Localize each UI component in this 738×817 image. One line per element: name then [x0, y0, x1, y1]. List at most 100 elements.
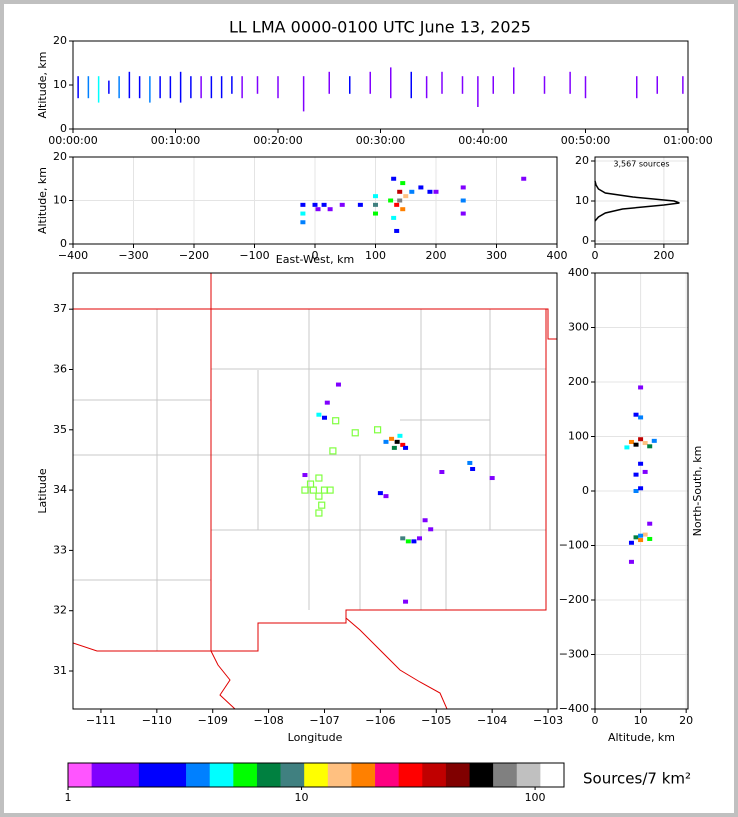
colorbar-segment: [375, 763, 399, 787]
x-tick-label: 01:00:00: [663, 134, 712, 147]
x-tick-label: −109: [198, 714, 228, 727]
source-point: [638, 385, 644, 390]
source-point: [460, 198, 466, 203]
y-tick-label: 35: [53, 423, 67, 436]
source-point: [628, 559, 634, 564]
colorbar-segment: [91, 763, 116, 787]
x-tick-label: −106: [365, 714, 395, 727]
colorbar-segment: [186, 763, 211, 787]
x-axis-label: Altitude, km: [608, 731, 675, 744]
source-point: [642, 441, 648, 446]
y-tick-label: −300: [559, 648, 589, 661]
source-point: [373, 194, 378, 199]
y-tick-label: 33: [53, 543, 67, 556]
source-stroke: [636, 76, 638, 99]
x-tick-label: 400: [547, 249, 568, 262]
x-tick-label: −200: [179, 249, 209, 262]
source-point: [624, 445, 630, 450]
source-point: [394, 228, 400, 233]
station: [315, 492, 323, 500]
x-tick-label: 00:00:00: [48, 134, 97, 147]
source-stroke: [441, 71, 443, 94]
plot-frame: [72, 156, 558, 245]
colorbar-segment: [445, 763, 470, 787]
station: [326, 486, 334, 494]
source-point: [397, 189, 403, 194]
source-stroke: [138, 76, 141, 99]
colorbar-frame: [67, 762, 565, 788]
source-stroke: [513, 67, 515, 94]
colorbar-segment: [469, 763, 494, 787]
y-tick-label: 34: [53, 483, 67, 496]
y-tick-label: 400: [568, 266, 589, 279]
source-point: [400, 207, 406, 212]
source-stroke: [190, 76, 192, 99]
source-point: [335, 382, 341, 387]
source-point: [391, 176, 397, 181]
x-tick-label: 200: [426, 249, 447, 262]
y-tick-label: 20: [53, 150, 67, 163]
x-tick-label: 200: [653, 249, 674, 262]
colorbar-segment: [398, 763, 423, 787]
y-tick-label: 0: [582, 234, 589, 247]
y-tick-label: −100: [559, 539, 589, 552]
y-tick-label: 0: [582, 484, 589, 497]
source-point: [400, 536, 406, 541]
source-point: [417, 536, 423, 541]
source-point: [633, 442, 639, 447]
source-point: [428, 527, 434, 532]
x-tick-label: −104: [477, 714, 507, 727]
annotation: 3,567 sources: [613, 160, 669, 169]
colorbar-tick-label: 100: [525, 791, 546, 804]
y-tick-label: 20: [53, 34, 67, 47]
station: [351, 429, 359, 437]
source-point: [633, 412, 639, 417]
station: [329, 447, 337, 455]
source-stroke: [390, 67, 392, 99]
source-point: [373, 202, 378, 207]
colorbar-segment: [256, 763, 281, 787]
source-point: [638, 486, 644, 491]
y-tick-label: 10: [53, 78, 67, 91]
source-point: [322, 415, 328, 420]
source-point: [315, 207, 321, 212]
source-point: [418, 185, 424, 190]
y-axis-label: Altitude, km: [36, 167, 49, 234]
y-tick-label: 0: [60, 122, 67, 135]
source-point: [628, 540, 634, 545]
colorbar-label: Sources/7 km²: [583, 770, 691, 788]
x-tick-label: −300: [118, 249, 148, 262]
source-stroke: [328, 71, 330, 94]
source-stroke: [97, 76, 100, 103]
source-point: [638, 461, 644, 466]
source-stroke: [241, 76, 243, 99]
y-tick-label: −400: [559, 702, 589, 715]
plot-frame: [72, 272, 558, 710]
source-stroke: [349, 76, 351, 94]
source-stroke: [128, 71, 131, 99]
source-point: [300, 211, 306, 216]
source-stroke: [118, 76, 120, 99]
y-tick-label: −200: [559, 593, 589, 606]
source-stroke: [569, 71, 571, 94]
source-stroke: [149, 76, 151, 103]
source-stroke: [220, 76, 223, 99]
colorbar-segment: [327, 763, 352, 787]
x-axis-label: Longitude: [288, 731, 343, 744]
station: [315, 509, 323, 517]
x-tick-label: 00:50:00: [561, 134, 610, 147]
x-tick-label: −107: [309, 714, 339, 727]
y-axis-label: Latitude: [36, 468, 49, 514]
station: [301, 486, 309, 494]
source-point: [651, 438, 657, 443]
x-tick-label: −110: [142, 714, 172, 727]
x-tick-label: 0: [592, 249, 599, 262]
plot-frame: [594, 156, 689, 245]
colorbar-segment: [138, 763, 163, 787]
x-tick-label: 0: [312, 249, 319, 262]
y-tick-label: 31: [53, 664, 67, 677]
colorbar-segment: [351, 763, 376, 787]
source-point: [321, 202, 327, 207]
source-stroke: [87, 76, 90, 99]
